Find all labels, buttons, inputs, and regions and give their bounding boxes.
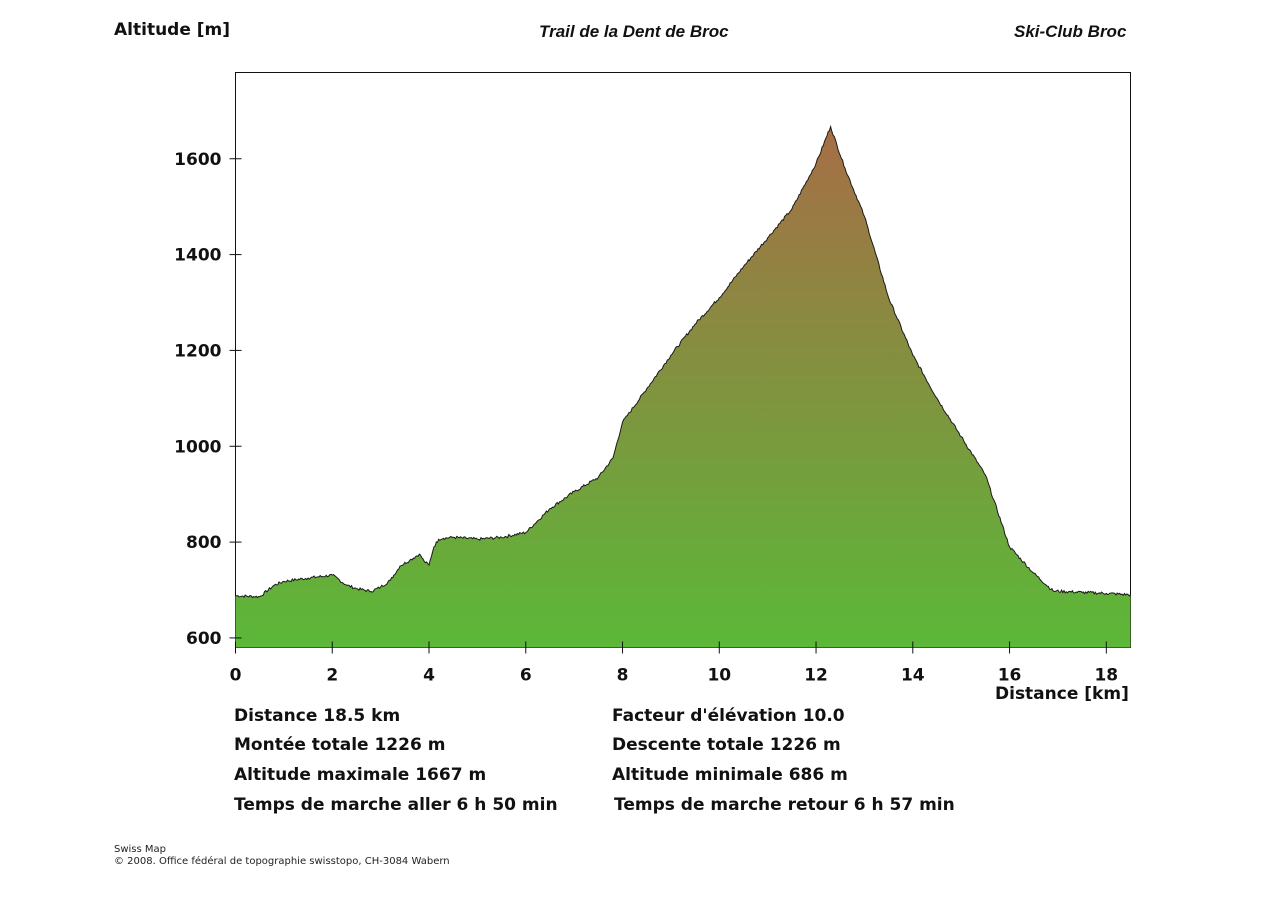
credit-source: Swiss Map [114,844,167,855]
x-tick-label: 18 [1094,666,1118,686]
stat-distance: Distance 18.5 km [234,706,401,726]
y-tick-label: 1400 [174,246,221,266]
credit-copyright: © 2008. Office fédéral de topographie sw… [114,856,450,867]
x-tick-label: 14 [901,666,925,686]
x-tick-label: 10 [707,666,731,686]
y-tick-label: 800 [186,533,222,553]
elevation-line [235,124,1131,599]
stat-max-altitude: Altitude maximale 1667 m [234,765,487,785]
x-tick-label: 2 [326,666,338,686]
y-axis-title: Altitude [m] [114,20,231,40]
stat-walk-time-back: Temps de marche retour 6 h 57 min [614,795,955,815]
chart-title: Trail de la Dent de Broc [539,22,729,41]
elevation-area [235,126,1131,648]
x-tick-label: 12 [804,666,828,686]
stat-total-ascent: Montée totale 1226 m [234,735,446,755]
x-tick-label: 4 [423,666,435,686]
x-axis-title: Distance [km] [995,684,1129,704]
stat-walk-time-out: Temps de marche aller 6 h 50 min [234,795,558,815]
x-tick-label: 8 [617,666,629,686]
x-tick-label: 6 [520,666,532,686]
stat-elevation-factor: Facteur d'élévation 10.0 [612,706,845,726]
y-tick-label: 1000 [174,437,221,457]
organizer-name: Ski-Club Broc [1014,22,1127,41]
x-tick-label: 0 [230,666,242,686]
stat-min-altitude: Altitude minimale 686 m [612,765,848,785]
stat-total-descent: Descente totale 1226 m [612,735,841,755]
y-tick-label: 1600 [174,150,221,170]
y-tick-label: 1200 [174,341,221,361]
y-tick-label: 600 [186,629,222,649]
x-tick-label: 16 [998,666,1022,686]
